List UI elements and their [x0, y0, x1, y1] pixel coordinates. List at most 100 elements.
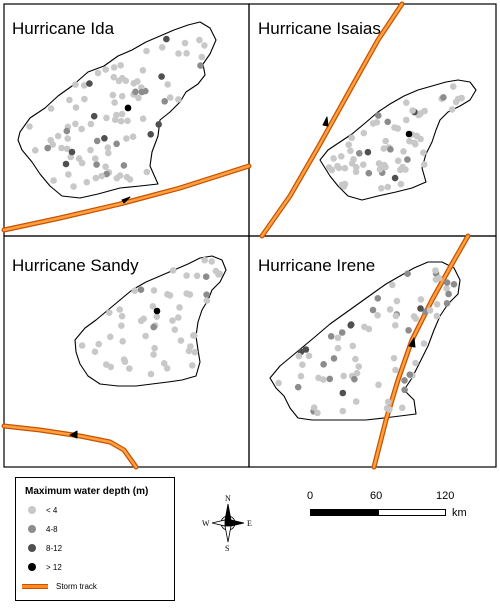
gauge-point: [432, 267, 439, 274]
gauge-point: [404, 156, 411, 163]
scale-bar-black-segment: [310, 509, 378, 516]
legend-label-4-8: 4-8: [46, 524, 58, 534]
gauge-point: [63, 145, 71, 153]
gauge-point: [98, 172, 105, 180]
gauge-point: [129, 133, 137, 140]
gauge-point: [361, 323, 368, 331]
gauge-point: [406, 137, 413, 145]
gauge-point: [169, 267, 177, 274]
gauge-point: [402, 166, 409, 173]
gauge-point: [169, 317, 176, 324]
gauge-point: [160, 360, 168, 367]
gauge-point: [176, 304, 183, 311]
gauge-point: [356, 150, 363, 157]
gauge-point: [158, 73, 165, 80]
gauge-point: [109, 91, 117, 99]
gauge-point: [32, 147, 39, 154]
gauge-point: [454, 95, 462, 103]
gauge-point: [417, 135, 424, 143]
panel-title-ida: Hurricane Ida: [12, 19, 115, 38]
gauge-point: [417, 305, 424, 312]
gauge-point: [392, 322, 399, 329]
gauge-point: [163, 35, 170, 43]
gauge-point: [347, 147, 354, 155]
gauge-point: [47, 105, 55, 112]
gauge-point: [412, 359, 419, 367]
gauge-point: [397, 180, 405, 188]
gauge-point: [153, 307, 161, 315]
gauge-point: [150, 351, 157, 358]
compass-s: S: [225, 544, 229, 552]
gauge-point: [375, 112, 382, 119]
gauge-point: [50, 177, 57, 184]
gauge-point: [334, 334, 342, 342]
gauge-point: [78, 125, 85, 133]
gauge-point: [72, 120, 79, 128]
gauge-point: [352, 168, 360, 176]
gauge-point: [403, 116, 410, 124]
gauge-point: [64, 135, 71, 142]
gauge-point: [320, 376, 327, 383]
gauge-point: [137, 317, 145, 325]
legend-dot-8-12: [28, 544, 36, 552]
storm-track-sandy: [1, 423, 139, 470]
gauge-point: [150, 323, 157, 331]
gauge-point: [443, 279, 451, 286]
gauge-point: [186, 291, 194, 298]
gauge-point: [115, 77, 123, 85]
gauge-point: [120, 162, 128, 169]
gauge-point: [147, 370, 155, 378]
gauge-point: [87, 146, 94, 154]
gauge-point: [386, 306, 394, 313]
gauge-point: [135, 94, 142, 102]
gauge-point: [116, 172, 124, 179]
gauge-point: [111, 99, 118, 106]
gauge-points-ida: [26, 35, 208, 190]
gauge-point: [110, 64, 118, 71]
gauge-point: [67, 153, 74, 161]
hurricane-maps: Hurricane Ida Hurricane Isaias Hurricane…: [1, 1, 497, 470]
gauge-point: [380, 145, 388, 152]
gauge-point: [116, 306, 123, 313]
panel-title-irene: Hurricane Irene: [258, 256, 375, 275]
gauge-point: [384, 118, 392, 126]
gauge-point: [196, 36, 203, 44]
watershed-outline-isaias: [319, 79, 477, 201]
gauge-point: [338, 153, 345, 160]
gauge-point: [95, 340, 102, 348]
gauge-point: [330, 355, 338, 362]
gauge-point: [394, 125, 402, 132]
gauge-point: [340, 372, 348, 380]
gauge-point: [334, 344, 342, 352]
gauge-point: [360, 161, 367, 168]
gauge-point: [143, 168, 151, 176]
gauge-point: [215, 271, 222, 278]
gauge-point: [417, 110, 425, 117]
legend-dot-lt4: [28, 506, 36, 514]
gauge-point: [391, 174, 399, 182]
gauge-point: [420, 340, 428, 347]
gauge-point: [339, 389, 347, 397]
gauge-point: [202, 273, 210, 281]
legend-label-storm-track: Storm track: [56, 581, 97, 591]
gauge-point: [387, 146, 394, 153]
gauge-point: [118, 92, 126, 100]
gauge-point: [72, 81, 79, 88]
gauge-point: [66, 96, 73, 104]
legend-item-8-12: 8-12: [28, 541, 62, 555]
gauge-point: [410, 313, 418, 320]
legend-item-lt4: < 4: [28, 503, 57, 517]
gauge-point: [92, 174, 100, 182]
gauge-point: [164, 291, 171, 298]
gauge-point: [58, 144, 65, 152]
gauge-point: [374, 312, 381, 319]
compass-w: W: [202, 519, 210, 528]
scale-tick-60: 60: [370, 490, 383, 502]
gauge-point: [175, 50, 182, 57]
legend-item-storm-track: Storm track: [22, 579, 97, 593]
gauge-point: [404, 270, 411, 278]
legend-label-8-12: 8-12: [46, 543, 63, 553]
gauge-point: [118, 110, 126, 118]
gauge-point: [449, 83, 457, 90]
gauge-point: [382, 163, 389, 171]
